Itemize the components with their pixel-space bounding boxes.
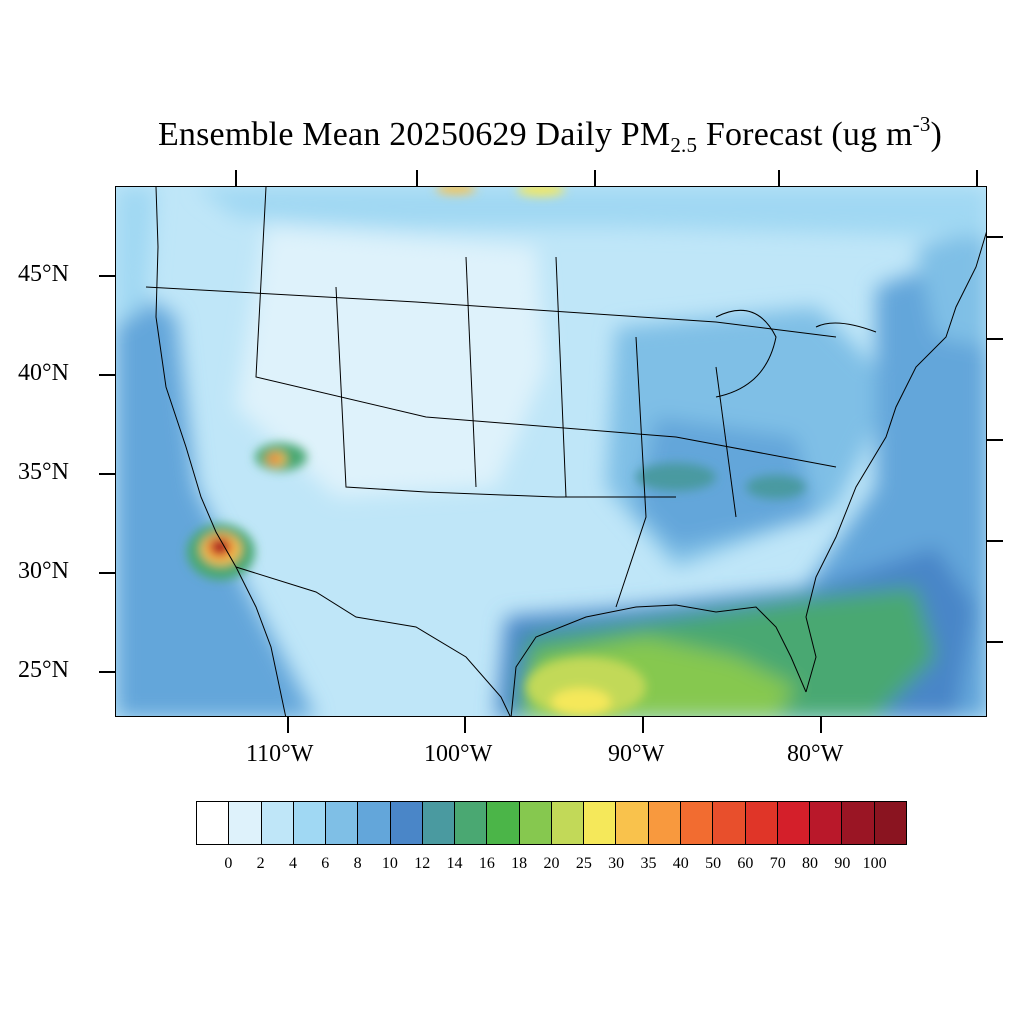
colorbar-swatch bbox=[680, 802, 714, 844]
title-subscript: 2.5 bbox=[670, 133, 698, 157]
concentration-field bbox=[116, 187, 986, 716]
chart-title: Ensemble Mean 20250629 Daily PM2.5 Forec… bbox=[0, 112, 1024, 158]
colorbar-level-label: 30 bbox=[608, 855, 625, 872]
colorbar-swatch bbox=[358, 802, 391, 844]
colorbar-level-label: 8 bbox=[353, 855, 362, 872]
colorbar-swatch bbox=[584, 802, 617, 844]
colorbar-level-label: 35 bbox=[640, 855, 657, 872]
title-suffix: ) bbox=[930, 116, 943, 153]
colorbar-swatch bbox=[261, 802, 294, 844]
colorbar bbox=[196, 801, 907, 845]
colorbar-level-label: 18 bbox=[511, 855, 528, 872]
colorbar-level-label: 14 bbox=[446, 855, 463, 872]
colorbar-swatch bbox=[390, 802, 423, 844]
lon-tick-top bbox=[416, 170, 418, 186]
colorbar-level-label: 25 bbox=[575, 855, 592, 872]
colorbar-level-label: 90 bbox=[834, 855, 851, 872]
colorbar-swatch bbox=[487, 802, 520, 844]
colorbar-level-label: 100 bbox=[862, 855, 887, 872]
lon-label-100w: 100°W bbox=[424, 741, 493, 767]
colorbar-swatch bbox=[519, 802, 552, 844]
colorbar-swatch bbox=[810, 802, 843, 844]
colorbar-swatch bbox=[713, 802, 746, 844]
lon-tick-top bbox=[976, 170, 978, 186]
lat-tick-right bbox=[987, 439, 1003, 441]
lat-label-30n: 30°N bbox=[18, 558, 69, 584]
colorbar-level-label: 4 bbox=[288, 855, 297, 872]
colorbar-level-label: 60 bbox=[737, 855, 754, 872]
pm25-map bbox=[115, 186, 987, 717]
lat-label-35n: 35°N bbox=[18, 459, 69, 485]
colorbar-swatch bbox=[197, 802, 230, 844]
lat-tick-left bbox=[99, 671, 115, 673]
colorbar-labels: 0 2 4 6 8 10 12 14 16 18 20 25 30 35 40 50 60 70 80 90 100 bbox=[196, 855, 907, 877]
colorbar-swatch bbox=[745, 802, 778, 844]
lon-tick-bottom bbox=[820, 717, 822, 733]
colorbar-level-label: 40 bbox=[672, 855, 689, 872]
colorbar-level-label: 70 bbox=[769, 855, 786, 872]
lat-tick-left bbox=[99, 275, 115, 277]
pm25-map-svg bbox=[116, 187, 986, 716]
colorbar-level-label: 10 bbox=[381, 855, 398, 872]
title-prefix: Ensemble Mean 20250629 Daily PM bbox=[157, 116, 671, 153]
colorbar-level-label: 0 bbox=[224, 855, 233, 872]
lat-tick-right bbox=[987, 338, 1003, 340]
lat-tick-left bbox=[99, 473, 115, 475]
colorbar-swatch bbox=[777, 802, 811, 844]
colorbar-swatch bbox=[616, 802, 649, 844]
colorbar-swatch bbox=[842, 802, 875, 844]
lon-label-80w: 80°W bbox=[787, 741, 844, 767]
colorbar-swatch bbox=[648, 802, 681, 844]
colorbar-swatch bbox=[455, 802, 488, 844]
coastlines-borders bbox=[145, 187, 986, 716]
colorbar-swatch bbox=[874, 802, 906, 844]
colorbar-level-label: 80 bbox=[802, 855, 819, 872]
pollution-hotspots bbox=[187, 187, 806, 716]
colorbar-swatch bbox=[551, 802, 585, 844]
colorbar-level-label: 50 bbox=[705, 855, 722, 872]
lon-label-90w: 90°W bbox=[608, 741, 665, 767]
lat-tick-right bbox=[987, 236, 1003, 238]
colorbar-swatch bbox=[422, 802, 456, 844]
lon-tick-bottom bbox=[287, 717, 289, 733]
title-superscript: -3 bbox=[912, 112, 931, 136]
lon-tick-top bbox=[235, 170, 237, 186]
colorbar-level-label: 16 bbox=[478, 855, 495, 872]
lat-tick-right bbox=[987, 540, 1003, 542]
lon-label-110w: 110°W bbox=[246, 741, 314, 767]
colorbar-swatch bbox=[293, 802, 327, 844]
lat-label-45n: 45°N bbox=[18, 261, 69, 287]
lat-tick-left bbox=[99, 374, 115, 376]
colorbar-swatch bbox=[229, 802, 262, 844]
lat-label-40n: 40°N bbox=[18, 360, 69, 386]
lon-tick-top bbox=[594, 170, 596, 186]
colorbar-swatch bbox=[326, 802, 359, 844]
lon-tick-bottom bbox=[464, 717, 466, 733]
colorbar-level-label: 2 bbox=[256, 855, 265, 872]
lon-tick-bottom bbox=[642, 717, 644, 733]
colorbar-level-label: 20 bbox=[543, 855, 560, 872]
colorbar-level-label: 12 bbox=[414, 855, 431, 872]
lat-tick-right bbox=[987, 641, 1003, 643]
colorbar-level-label: 6 bbox=[321, 855, 330, 872]
lon-tick-top bbox=[778, 170, 780, 186]
lat-tick-left bbox=[99, 572, 115, 574]
lat-label-25n: 25°N bbox=[18, 657, 69, 683]
title-middle: Forecast (ug m bbox=[697, 116, 913, 153]
